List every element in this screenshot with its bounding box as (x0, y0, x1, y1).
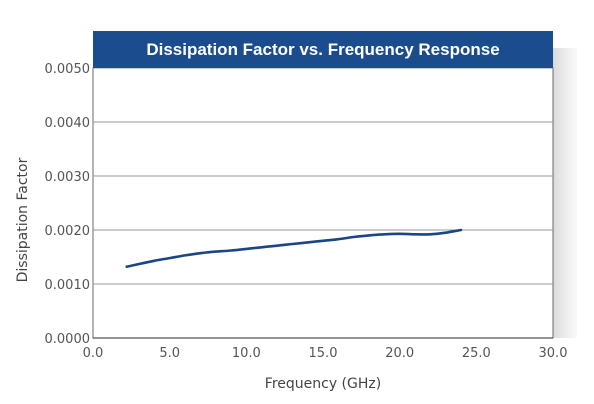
y-tick-label: 0.0040 (45, 116, 91, 131)
plot-frame (92, 67, 554, 339)
x-tick-label: 25.0 (462, 346, 491, 361)
y-tick-label: 0.0020 (45, 224, 91, 239)
x-tick-label: 10.0 (232, 346, 261, 361)
y-tick-labels: 0.0000 0.0010 0.0020 0.0030 0.0040 0.0050 (45, 62, 91, 347)
x-tick-labels: 0.0 5.0 10.0 15.0 20.0 25.0 30.0 (83, 346, 568, 361)
y-tick-label: 0.0010 (45, 278, 91, 293)
x-tick-label: 15.0 (309, 346, 338, 361)
x-tick-label: 5.0 (159, 346, 180, 361)
y-tick-label: 0.0030 (45, 170, 91, 185)
title-band (93, 31, 553, 68)
y-tick-label: 0.0050 (45, 62, 91, 77)
x-tick-label: 30.0 (539, 346, 568, 361)
x-axis-title: Frequency (GHz) (265, 376, 381, 392)
x-tick-label: 20.0 (385, 346, 414, 361)
y-tick-label: 0.0000 (45, 332, 91, 347)
series-line (125, 228, 463, 268)
x-tick-label: 0.0 (83, 346, 104, 361)
y-axis-title: Dissipation Factor (15, 157, 31, 282)
frame-shadow (553, 48, 577, 338)
chart-title: Dissipation Factor vs. Frequency Respons… (146, 40, 499, 59)
